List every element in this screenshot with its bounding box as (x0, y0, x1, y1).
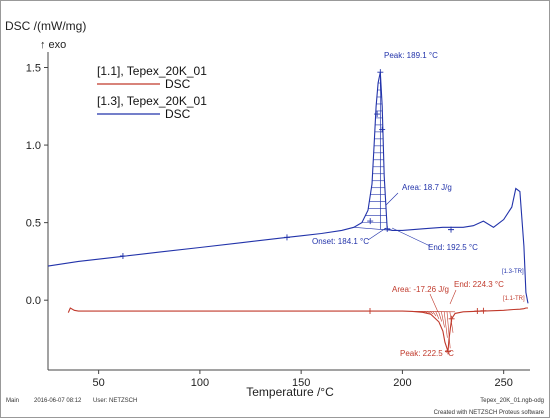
data-marker (444, 348, 451, 355)
red-series-tag: [1.1-TR] (503, 296, 525, 302)
blue-peak-label: Peak: 189.1 °C (384, 51, 438, 60)
blue-area-pointer (385, 192, 399, 206)
footer-filename: Tepex_20K_01.ngb-odg (480, 398, 544, 404)
data-marker (448, 315, 455, 322)
x-tick-label: 50 (93, 377, 105, 389)
data-marker (367, 308, 374, 315)
data-marker (367, 218, 374, 225)
red-end-label: End: 224.3 °C (454, 280, 504, 289)
y-axis-label: DSC /(mW/mg) (5, 19, 86, 33)
red-end-pointer (449, 289, 457, 305)
red-hatch-line (438, 311, 442, 322)
legend-entry-1-file: [1.1], Tepex_20K_01 (97, 64, 207, 78)
data-marker (374, 111, 381, 118)
x-ticks: 50 100 150 200 250 (93, 370, 513, 389)
footer-software: Created with NETZSCH Proteus software (434, 410, 545, 416)
red-area-label: Area: -17.26 J/g (392, 285, 449, 294)
red-hatch-line (441, 311, 445, 328)
series-lines (47, 72, 529, 352)
legend-entry-2-series: DSC (165, 107, 191, 121)
legend-entry-2-file: [1.3], Tepex_20K_01 (97, 94, 207, 108)
red-peak-label: Peak: 222.5 °C (400, 349, 454, 358)
y-tick-label: 0.5 (26, 218, 41, 230)
series-line-red (67, 307, 528, 352)
y-tick-label: 1.0 (26, 140, 41, 152)
data-marker (119, 252, 126, 259)
exo-label: ↑ exo (40, 39, 66, 51)
data-marker (480, 307, 487, 314)
blue-onset-pointer (367, 227, 387, 241)
legend-entry-1-series: DSC (165, 77, 191, 91)
red-hatch-line (432, 311, 437, 317)
series-line-blue (47, 72, 529, 304)
blue-baseline (353, 226, 393, 231)
blue-onset-label: Onset: 184.1 °C (312, 237, 369, 246)
blue-end-pointer (391, 227, 431, 247)
blue-annotations: Peak: 189.1 °C Area: 18.7 J/g Onset: 184… (312, 51, 524, 275)
blue-end-label: End: 192.5 °C (428, 243, 478, 252)
red-annotations: Area: -17.26 J/g End: 224.3 °C Peak: 222… (392, 280, 525, 358)
data-marker (379, 126, 386, 133)
red-hatch-line (443, 311, 448, 338)
data-marker (474, 308, 481, 315)
x-axis-label: Temperature /°C (246, 385, 334, 399)
y-tick-label: 0.0 (26, 295, 41, 307)
red-area-pointer (429, 293, 439, 313)
x-tick-label: 250 (494, 377, 512, 389)
x-tick-label: 150 (292, 377, 310, 389)
red-hatch-line (435, 311, 440, 319)
footer-timestamp: 2016-06-07 08:12 (34, 398, 82, 404)
x-tick-label: 200 (393, 377, 411, 389)
red-hatch-line (446, 311, 451, 349)
footer-user: User: NETZSCH (93, 398, 137, 404)
x-tick-label: 100 (191, 377, 209, 389)
blue-series-tag: [1.3-TR] (502, 269, 524, 275)
data-marker (448, 226, 455, 233)
footer-main: Main (6, 398, 19, 404)
footer: Main 2016-06-07 08:12 User: NETZSCH Tepe… (6, 398, 545, 416)
plot-area: 0.0 0.5 1.0 1.5 50 100 150 200 250 (26, 52, 530, 389)
legend: [1.1], Tepex_20K_01 DSC [1.3], Tepex_20K… (97, 64, 207, 121)
y-tick-label: 1.5 (26, 63, 41, 75)
data-marker (283, 234, 290, 241)
peak-fills (353, 72, 456, 349)
data-marker (377, 69, 384, 76)
markers (119, 69, 487, 355)
y-ticks: 0.0 0.5 1.0 1.5 (26, 63, 48, 307)
blue-area-label: Area: 18.7 J/g (402, 183, 452, 192)
